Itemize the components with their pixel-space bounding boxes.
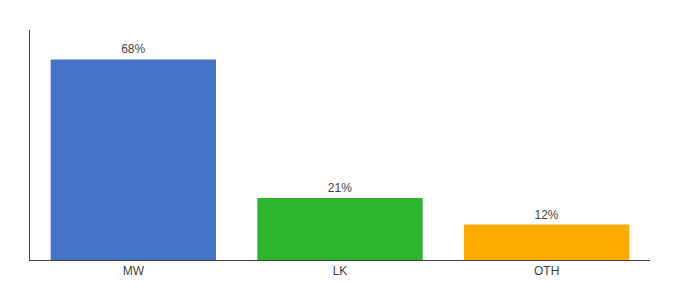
svg-text:OTH: OTH bbox=[534, 264, 559, 278]
svg-text:12%: 12% bbox=[534, 208, 558, 222]
svg-text:21%: 21% bbox=[328, 181, 352, 195]
svg-text:LK: LK bbox=[333, 264, 348, 278]
svg-text:MW: MW bbox=[123, 264, 145, 278]
svg-text:68%: 68% bbox=[121, 42, 145, 56]
